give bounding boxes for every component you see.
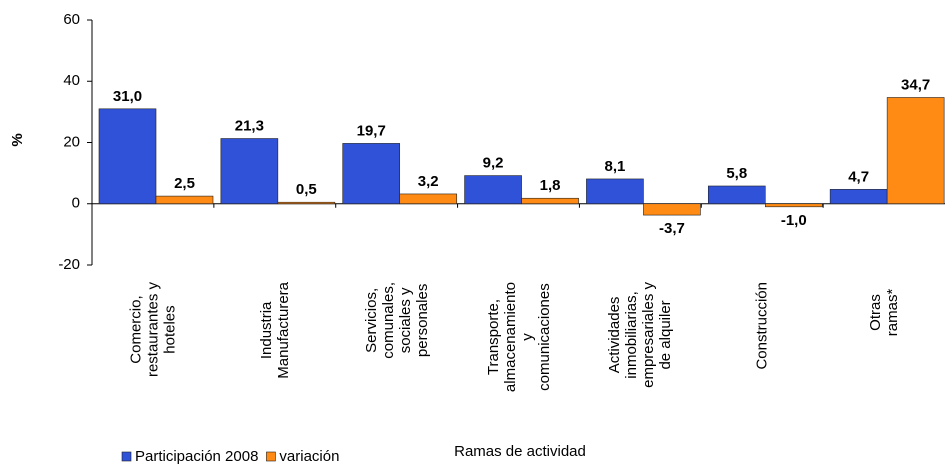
x-tick-label: Otras ramas* (867, 288, 902, 337)
bar (707, 185, 766, 205)
value-label: 3,2 (418, 173, 439, 190)
y-tick-label: -20 (58, 256, 80, 273)
bar (829, 189, 888, 205)
value-label: 9,2 (483, 155, 504, 172)
bar (98, 108, 157, 205)
bar (399, 193, 458, 205)
x-axis-label: Ramas de actividad (454, 443, 586, 460)
value-label: 1,8 (540, 177, 561, 194)
x-tick-label: Industria Manufacturera (257, 282, 292, 379)
x-tick-label: Construcción (753, 282, 771, 370)
bar (886, 97, 945, 205)
value-label: 21,3 (235, 117, 264, 134)
bar (643, 203, 701, 216)
value-label: 19,7 (357, 122, 386, 139)
legend-label: Participación 2008 (135, 448, 258, 464)
x-tick-label: Servicios, comunales, sociales y persona… (362, 282, 431, 359)
bar (277, 201, 336, 205)
y-tick-label: 0 (72, 195, 80, 212)
legend-swatch (121, 451, 132, 462)
legend-label: variación (279, 448, 339, 464)
value-label: 4,7 (848, 168, 869, 185)
bar (464, 175, 522, 205)
legend-swatch (266, 451, 276, 462)
value-label: -1,0 (781, 212, 807, 229)
bar (342, 143, 401, 205)
value-label: -3,7 (659, 220, 685, 237)
value-label: 0,5 (296, 181, 317, 198)
bar (586, 178, 644, 205)
bar (521, 197, 579, 205)
y-axis-label: % (9, 133, 26, 146)
y-tick-label: 40 (63, 72, 80, 89)
x-tick-label: Actividades inmobiliarias, empresariales… (606, 282, 675, 388)
value-label: 2,5 (174, 175, 195, 192)
bar (764, 203, 823, 208)
bar (155, 195, 214, 205)
value-label: 34,7 (901, 76, 930, 93)
y-tick-label: 20 (63, 133, 80, 150)
value-label: 31,0 (113, 88, 142, 105)
y-tick-label: 60 (63, 11, 80, 28)
x-tick-label: Transporte, almacenamiento y comunicacio… (484, 282, 553, 393)
value-label: 5,8 (726, 165, 747, 182)
bar (220, 138, 279, 205)
x-tick-label: Comercio, restaurantes y hoteles (127, 282, 179, 378)
value-label: 8,1 (604, 158, 625, 175)
